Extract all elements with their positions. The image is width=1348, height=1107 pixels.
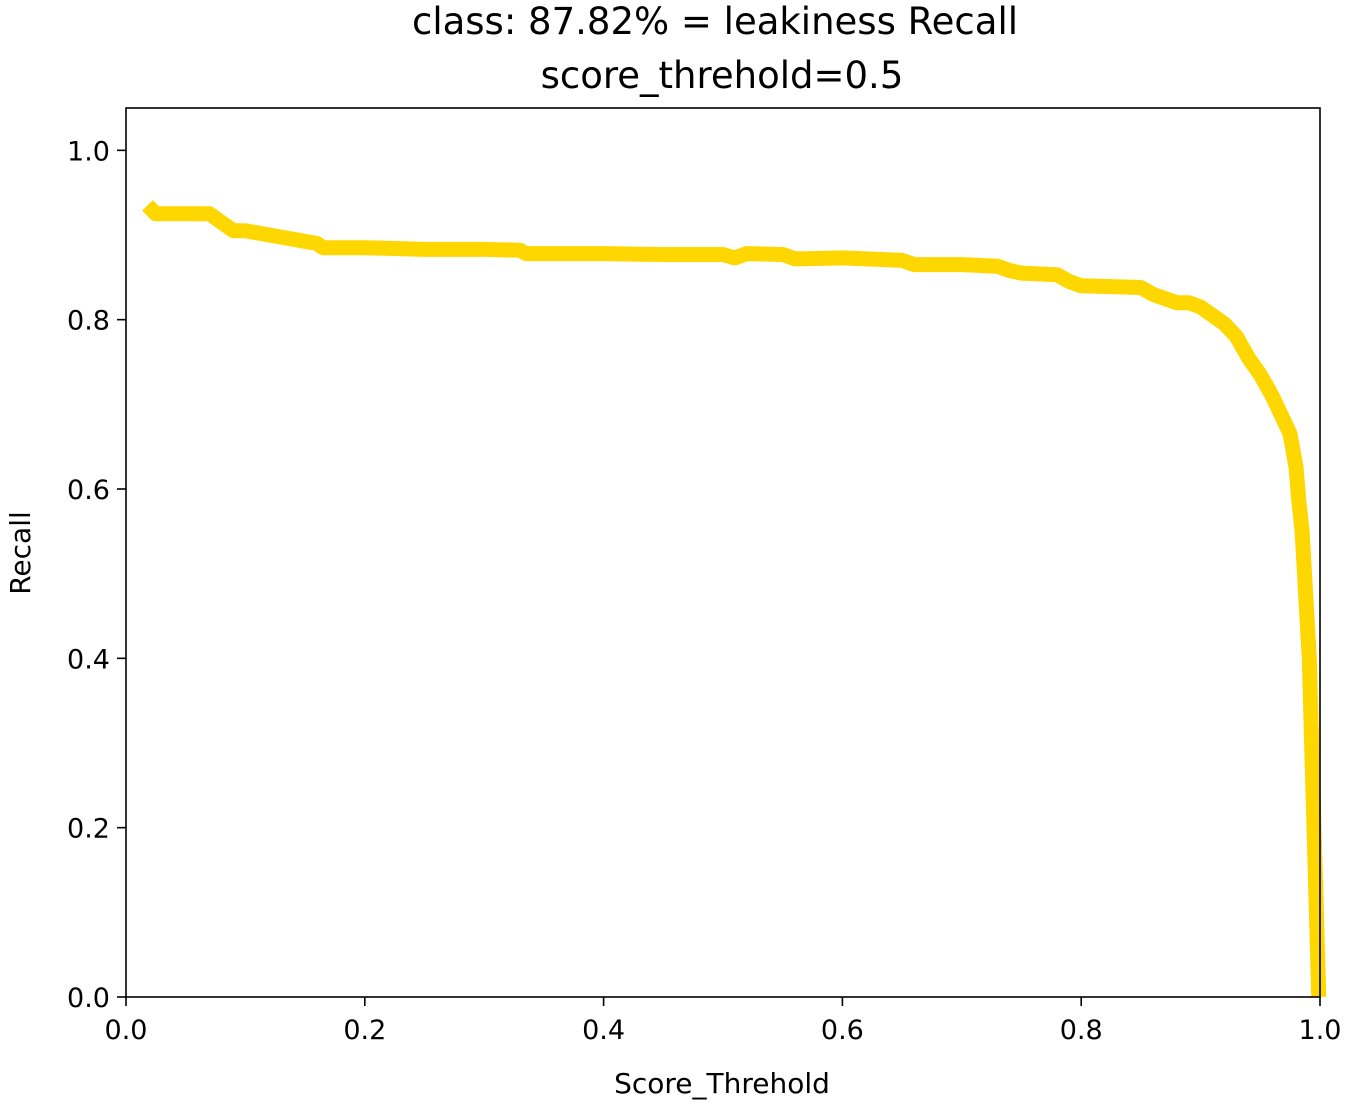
x-tick-label-1: 0.2	[343, 1015, 386, 1046]
x-axis-label: Score_Threhold	[614, 1067, 830, 1100]
y-tick-label-3: 0.6	[67, 475, 110, 506]
x-tick-label-5: 1.0	[1299, 1015, 1342, 1046]
y-tick-label-5: 1.0	[67, 136, 110, 167]
y-axis-ticks: 0.0 0.2 0.4 0.6 0.8 1.0	[67, 136, 126, 1014]
plot-area	[142, 200, 1327, 998]
y-axis-label: Recall	[4, 511, 37, 595]
chart-title: class: 87.82% = leakiness Recall	[412, 0, 1018, 43]
y-tick-label-4: 0.8	[67, 306, 110, 337]
chart-subtitle: score_threhold=0.5	[541, 54, 904, 97]
y-tick-label-0: 0.0	[67, 983, 110, 1014]
x-tick-label-3: 0.6	[821, 1015, 864, 1046]
x-tick-label-0: 0.0	[105, 1015, 148, 1046]
y-tick-label-1: 0.2	[67, 814, 110, 845]
plot-frame	[125, 107, 1321, 998]
y-tick-label-2: 0.4	[67, 644, 110, 675]
x-tick-label-2: 0.4	[582, 1015, 625, 1046]
x-tick-label-4: 0.8	[1060, 1015, 1103, 1046]
recall-series-line-0	[142, 200, 1327, 998]
x-axis-ticks: 0.0 0.2 0.4 0.6 0.8 1.0	[105, 997, 1342, 1046]
